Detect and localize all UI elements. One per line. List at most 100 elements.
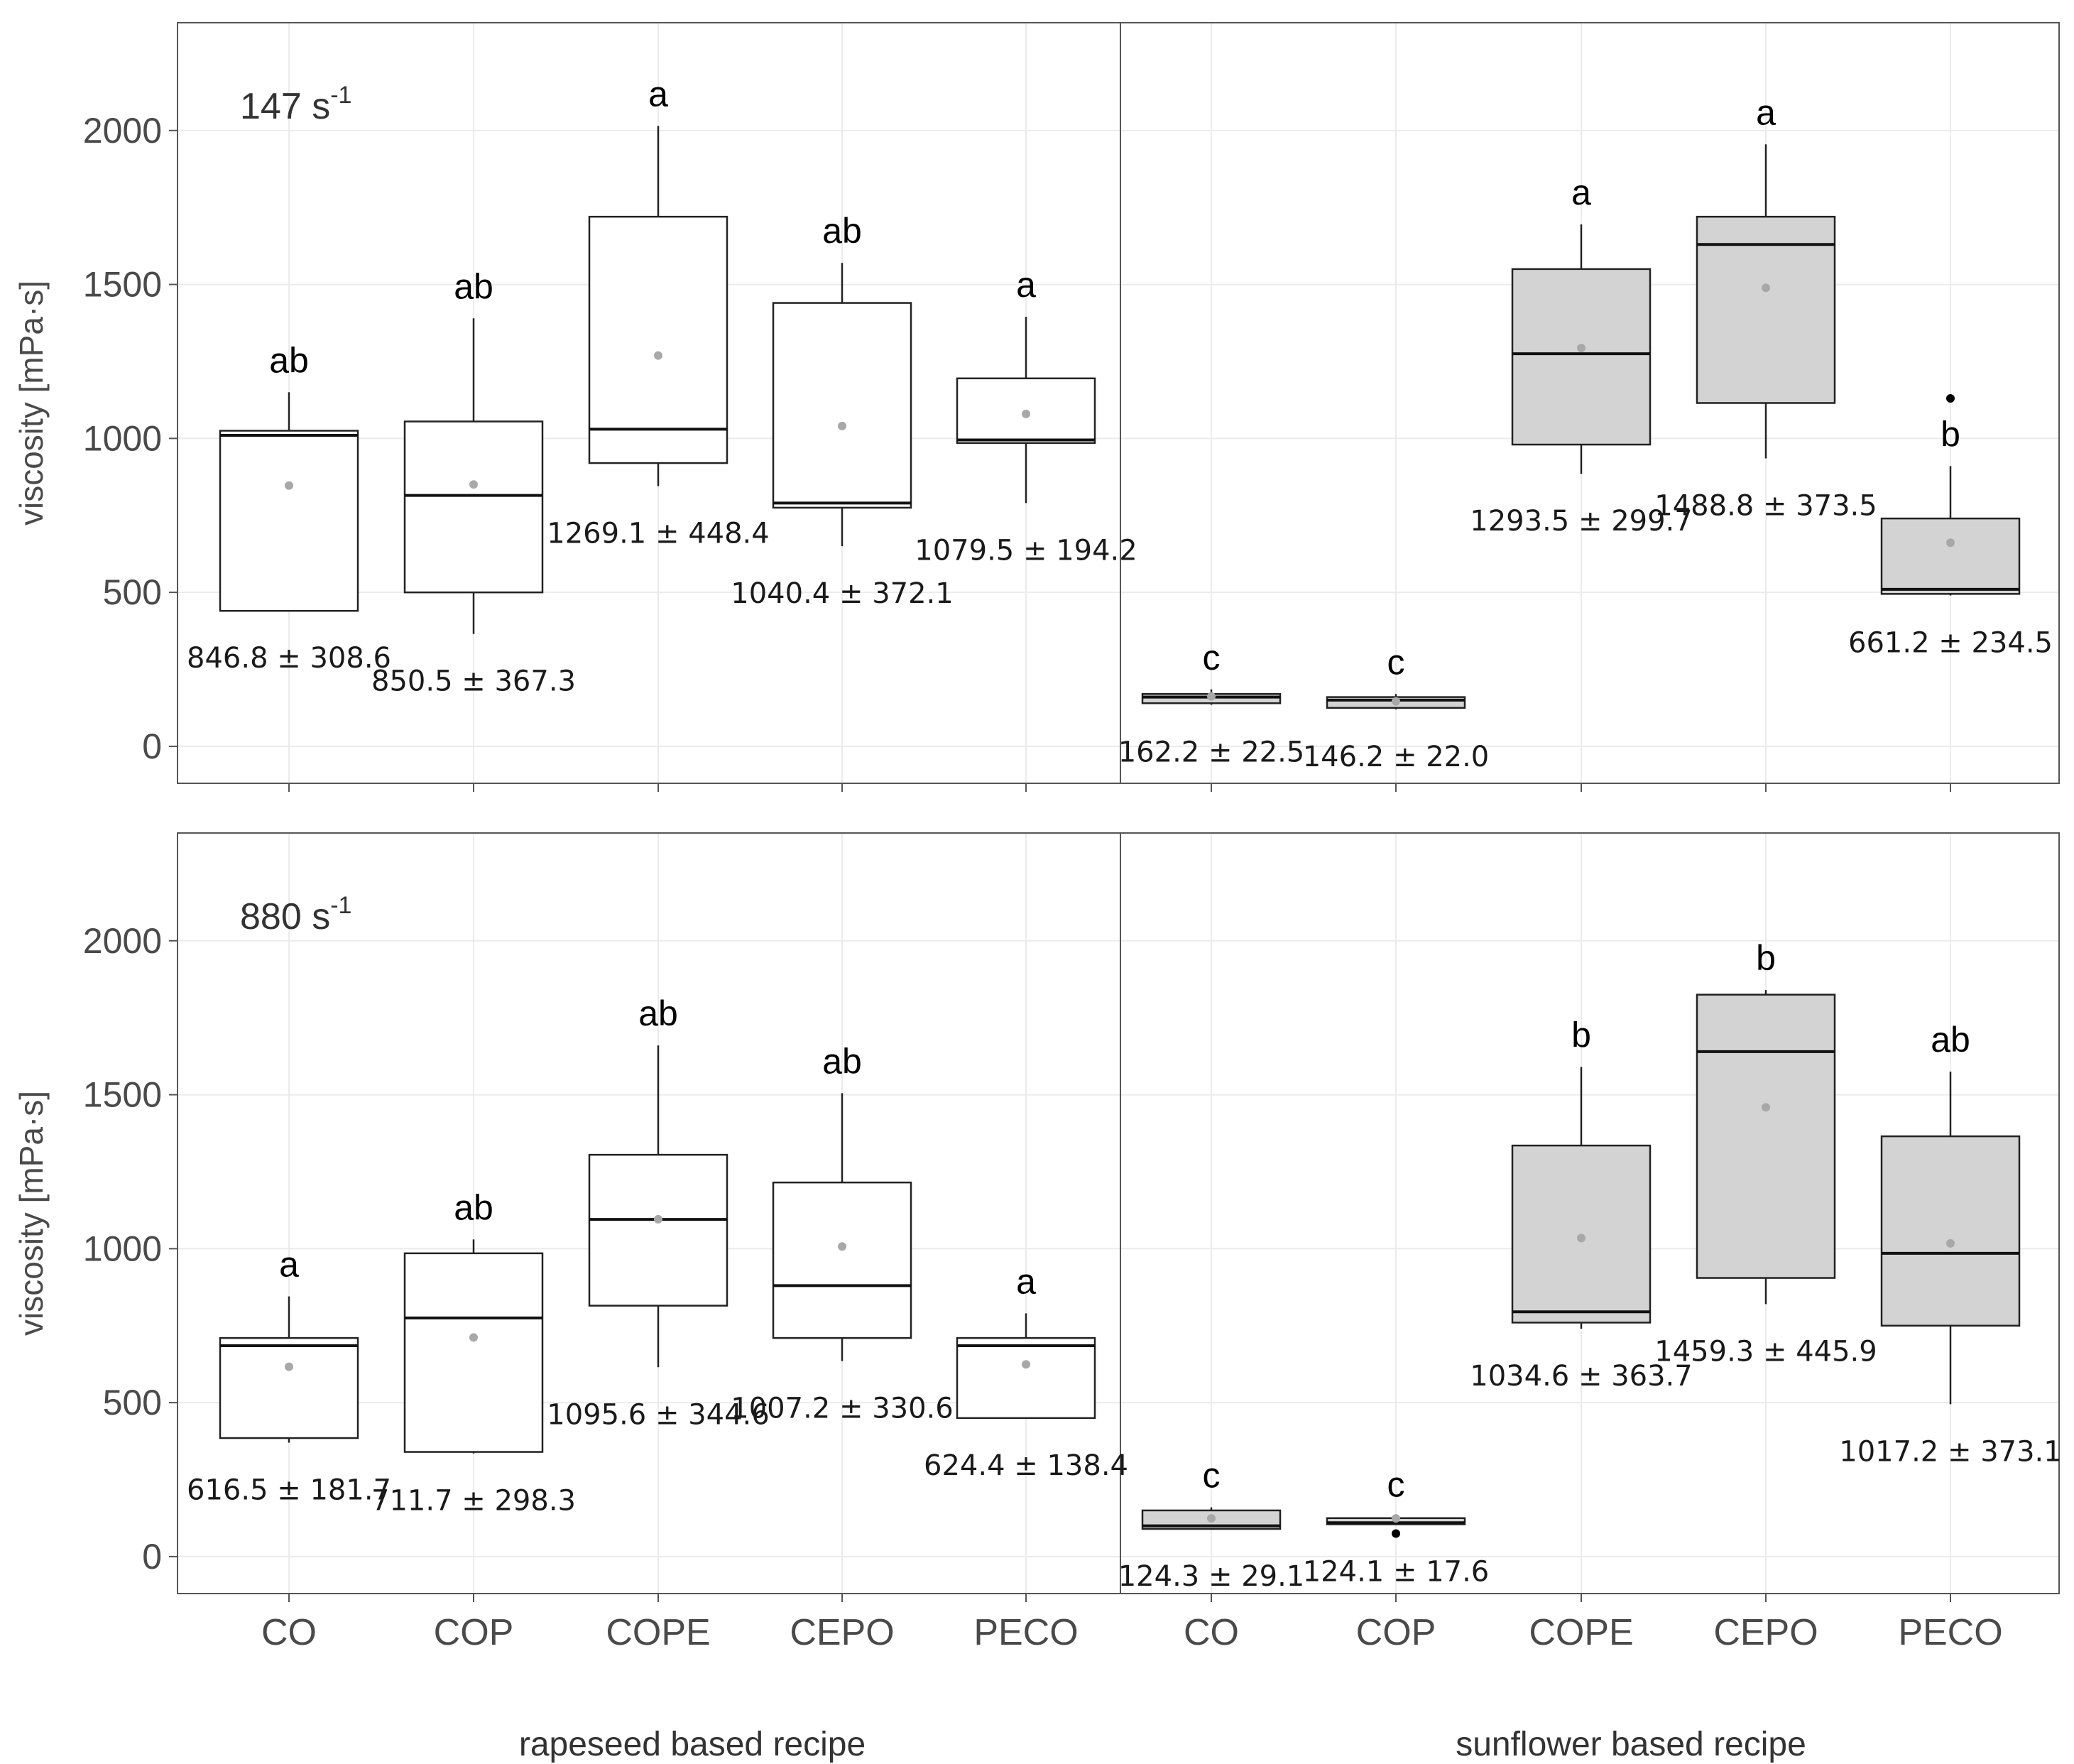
box-cope-rapeseed: ab 1095.6 ± 344.6 bbox=[547, 993, 769, 1431]
mean-point bbox=[1392, 1514, 1400, 1523]
mean-point bbox=[1762, 1103, 1770, 1112]
box-peco-sunflower: ab 1017.2 ± 373.1 bbox=[1839, 1020, 2061, 1468]
panel-2: 0 500 1000 1500 2000 viscosity [mPa·s] 880 s-1… bbox=[13, 832, 2062, 1594]
box-body bbox=[772, 1181, 912, 1339]
x-tick-label: PECO bbox=[973, 1612, 1078, 1653]
significance-letter: ab bbox=[638, 993, 678, 1033]
box-cop-sunflower: c 146.2 ± 22.0 bbox=[1303, 642, 1490, 773]
box-cepo-rapeseed: ab 1007.2 ± 330.6 bbox=[731, 1041, 953, 1425]
mean-point bbox=[838, 1242, 846, 1251]
box-cepo-rapeseed: ab 1040.4 ± 372.1 bbox=[731, 211, 953, 610]
box-body bbox=[1696, 993, 1836, 1279]
mean-sd-label: 146.2 ± 22.0 bbox=[1303, 741, 1490, 773]
mean-point bbox=[1577, 344, 1585, 353]
y-tick-label: 500 bbox=[103, 1383, 162, 1422]
x-axis: CO COP COPE CEPO PECO CO COP COPE CEPO PECO bbox=[261, 783, 2003, 1653]
mean-sd-label: 1017.2 ± 373.1 bbox=[1839, 1435, 2061, 1468]
box-co-rapeseed: ab 846.8 ± 308.6 bbox=[187, 340, 391, 675]
y-tick-label: 2000 bbox=[83, 111, 162, 151]
significance-letter: a bbox=[648, 74, 668, 114]
mean-point bbox=[1946, 538, 1955, 548]
outlier-point bbox=[1946, 393, 1955, 403]
mean-point bbox=[654, 351, 662, 360]
mean-sd-label: 162.2 ± 22.5 bbox=[1118, 736, 1305, 768]
mean-sd-label: 1079.5 ± 194.2 bbox=[915, 534, 1137, 567]
mean-point bbox=[285, 1362, 293, 1371]
significance-letter: a bbox=[1571, 173, 1591, 212]
significance-letter: c bbox=[1203, 1456, 1221, 1496]
y-tick-label: 1500 bbox=[83, 265, 162, 305]
box-cop-rapeseed: ab 850.5 ± 367.3 bbox=[371, 266, 576, 697]
significance-letter: c bbox=[1387, 642, 1405, 682]
mean-point bbox=[838, 421, 846, 430]
x-tick-label: CEPO bbox=[1713, 1612, 1818, 1653]
significance-letter: b bbox=[1571, 1016, 1591, 1055]
significance-letter: c bbox=[1387, 1465, 1405, 1505]
box-body bbox=[219, 1336, 359, 1439]
mean-sd-label: 1007.2 ± 330.6 bbox=[731, 1393, 953, 1425]
group-label-rapeseed: rapeseed based recipe bbox=[519, 1726, 866, 1763]
box-body bbox=[1696, 215, 1836, 404]
box-body bbox=[403, 420, 544, 594]
mean-point bbox=[469, 1333, 478, 1342]
significance-letter: ab bbox=[822, 211, 862, 251]
significance-letter: a bbox=[279, 1245, 299, 1285]
mean-sd-label: 846.8 ± 308.6 bbox=[187, 642, 391, 675]
x-tick-label: COPE bbox=[1529, 1612, 1633, 1653]
significance-letter: b bbox=[1756, 938, 1776, 978]
y-tick-label: 0 bbox=[142, 726, 162, 766]
panel-frame bbox=[177, 22, 2060, 784]
y-tick-label: 0 bbox=[142, 1537, 162, 1577]
significance-letter: a bbox=[1016, 1261, 1036, 1301]
box-body bbox=[956, 1336, 1096, 1420]
mean-point bbox=[1762, 283, 1770, 293]
mean-sd-label: 850.5 ± 367.3 bbox=[371, 665, 576, 698]
x-tick-label: CO bbox=[261, 1612, 317, 1653]
box-cepo-sunflower: a 1488.8 ± 373.5 bbox=[1654, 92, 1877, 522]
mean-point bbox=[469, 480, 478, 489]
mean-point bbox=[1392, 697, 1400, 706]
mean-sd-label: 711.7 ± 298.3 bbox=[371, 1485, 576, 1518]
mean-sd-label: 1488.8 ± 373.5 bbox=[1654, 490, 1877, 523]
panels-layer: 0 500 1000 1500 2000 viscosity [mPa·s] 147 s-1… bbox=[13, 22, 2062, 1594]
x-tick-label: PECO bbox=[1898, 1612, 2002, 1653]
mean-sd-label: 124.3 ± 29.1 bbox=[1118, 1560, 1305, 1593]
significance-letter: a bbox=[1756, 92, 1776, 132]
mean-sd-label: 1269.1 ± 448.4 bbox=[547, 518, 769, 550]
box-peco-sunflower: b 661.2 ± 234.5 bbox=[1848, 393, 2053, 660]
mean-point bbox=[1207, 692, 1216, 701]
significance-letter: c bbox=[1203, 638, 1221, 677]
significance-letter: ab bbox=[1931, 1020, 1970, 1060]
x-tick-label: CO bbox=[1184, 1612, 1239, 1653]
y-tick-label: 1500 bbox=[83, 1075, 162, 1115]
significance-letter: ab bbox=[454, 266, 493, 306]
box-body bbox=[772, 302, 912, 509]
x-tick-label: COP bbox=[1356, 1612, 1436, 1653]
box-peco-rapeseed: a 624.4 ± 138.4 bbox=[924, 1261, 1128, 1481]
y-tick-label: 500 bbox=[103, 572, 162, 612]
y-axis-title: viscosity [mPa·s] bbox=[13, 1091, 50, 1336]
mean-sd-label: 616.5 ± 181.7 bbox=[187, 1474, 391, 1507]
significance-letter: ab bbox=[822, 1041, 862, 1081]
x-tick-label: CEPO bbox=[790, 1612, 894, 1653]
mean-sd-label: 1040.4 ± 372.1 bbox=[731, 577, 953, 610]
box-body bbox=[1880, 517, 2021, 595]
shear-rate-label: 147 s-1 bbox=[240, 82, 351, 127]
box-cope-rapeseed: a 1269.1 ± 448.4 bbox=[547, 74, 769, 550]
mean-sd-label: 1095.6 ± 344.6 bbox=[547, 1398, 769, 1431]
mean-point bbox=[285, 481, 293, 490]
mean-sd-label: 661.2 ± 234.5 bbox=[1848, 627, 2053, 660]
box-cop-rapeseed: ab 711.7 ± 298.3 bbox=[371, 1187, 576, 1517]
box-cope-sunflower: a 1293.5 ± 299.7 bbox=[1470, 173, 1692, 538]
box-body bbox=[403, 1252, 544, 1453]
mean-sd-label: 124.1 ± 17.6 bbox=[1303, 1555, 1490, 1588]
x-tick-label: COPE bbox=[606, 1612, 710, 1653]
shear-rate-label: 880 s-1 bbox=[240, 892, 351, 937]
box-cepo-sunflower: b 1459.3 ± 445.9 bbox=[1654, 938, 1877, 1368]
box-body bbox=[588, 215, 728, 464]
mean-point bbox=[1022, 1360, 1030, 1369]
mean-point bbox=[654, 1214, 662, 1224]
box-cop-sunflower: c 124.1 ± 17.6 bbox=[1303, 1465, 1490, 1589]
mean-sd-label: 1034.6 ± 363.7 bbox=[1470, 1360, 1692, 1393]
